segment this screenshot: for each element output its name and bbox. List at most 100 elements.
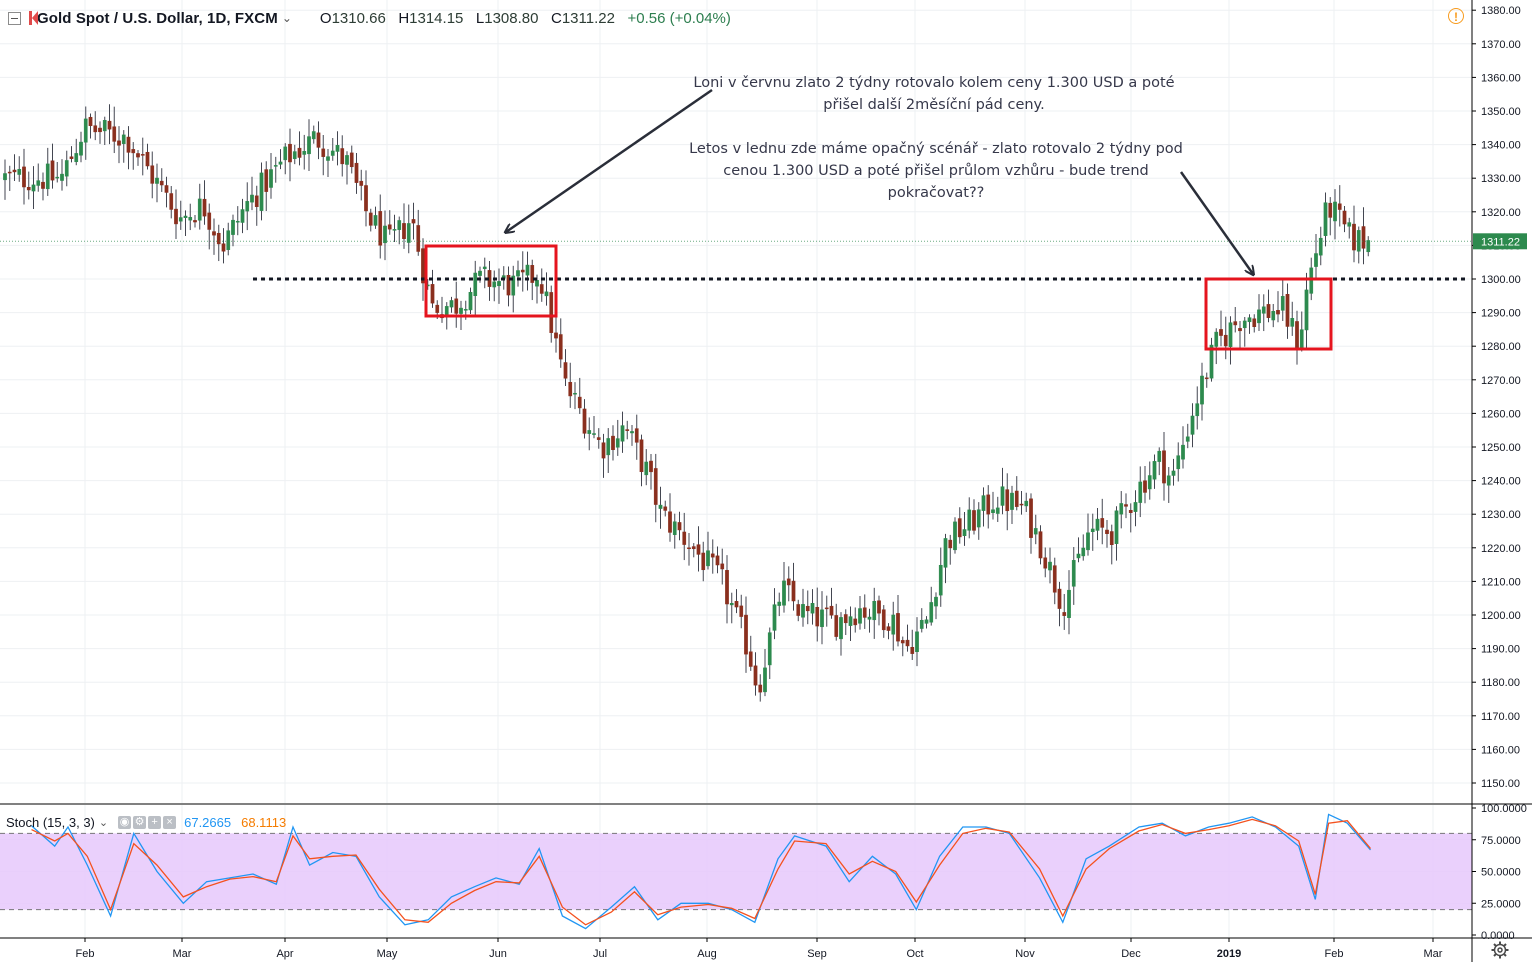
candle-body-down xyxy=(174,208,178,225)
price-tick-label: 1240.00 xyxy=(1481,476,1521,488)
time-tick-label: Jul xyxy=(593,948,607,960)
candle-body-down xyxy=(221,243,226,252)
candle-body-down xyxy=(26,187,31,191)
candle-body-up xyxy=(1366,240,1371,253)
candle-body-up xyxy=(459,307,463,314)
low-value: 1308.80 xyxy=(484,9,539,27)
candle-body-down xyxy=(69,156,74,159)
candle-body-down xyxy=(805,605,810,612)
candle-body-up xyxy=(497,281,501,287)
open-label: O xyxy=(319,9,332,27)
candle-body-down xyxy=(169,193,174,210)
candle-body-down xyxy=(1252,318,1257,327)
candle-body-down xyxy=(430,284,435,304)
warning-icon[interactable]: ! xyxy=(1448,8,1464,24)
candle-body-up xyxy=(516,270,520,277)
candle-body-down xyxy=(824,607,829,610)
candle-body-up xyxy=(1157,450,1162,462)
candle-body-up xyxy=(1090,528,1095,533)
candle-body-down xyxy=(720,563,725,570)
gear-icon[interactable] xyxy=(1491,941,1509,959)
candle-body-down xyxy=(1352,223,1356,251)
price-tick-label: 1150.00 xyxy=(1481,778,1520,790)
stoch-overbought-oversold-band xyxy=(0,833,1472,910)
candle-body-up xyxy=(335,145,340,152)
collapse-icon[interactable] xyxy=(8,11,21,25)
candle-body-up xyxy=(763,667,767,693)
candle-body-up xyxy=(1166,475,1171,486)
candle-body-down xyxy=(1052,565,1057,593)
candle-body-up xyxy=(3,173,7,181)
price-tick-label: 1170.00 xyxy=(1481,711,1520,723)
candle-body-up xyxy=(17,169,22,175)
time-tick-label: May xyxy=(377,948,398,960)
candle-body-up xyxy=(606,438,611,456)
candle-body-down xyxy=(829,605,834,616)
candle-body-up xyxy=(1347,222,1352,227)
candle-body-up xyxy=(1314,253,1318,267)
candle-body-down xyxy=(159,180,164,186)
ohlc-values: O1310.66 H1314.15 L1308.80 C1311.22 +0.5… xyxy=(320,10,731,27)
candle-body-down xyxy=(582,408,587,434)
candle-body-up xyxy=(991,509,995,513)
candle-body-down xyxy=(321,148,326,157)
candle-body-down xyxy=(150,165,155,184)
candle-body-up xyxy=(183,215,188,218)
stoch-legend: Stoch (15, 3, 3) ⌄ ◉ ⚙ + × 67.2665 68.11… xyxy=(6,813,286,831)
time-axis-labels[interactable]: Feb Mar Apr May Jun Jul Aug Sep Oct Nov Dec 2019 Feb… xyxy=(76,938,1443,960)
candle-body-up xyxy=(672,521,677,535)
candle-body-down xyxy=(1276,310,1280,315)
candle-body-down xyxy=(687,547,691,550)
candle-body-down xyxy=(411,219,416,224)
candle-body-up xyxy=(83,118,88,143)
candle-body-up xyxy=(1176,455,1181,470)
candle-body-up xyxy=(587,430,592,434)
candle-body-down xyxy=(520,269,525,273)
high-label: H xyxy=(398,9,410,27)
candle-body-down xyxy=(725,570,729,605)
chevron-down-icon[interactable]: ⌄ xyxy=(281,11,292,25)
candle-body-down xyxy=(649,460,653,473)
candle-body-up xyxy=(981,495,986,511)
candle-body-up xyxy=(848,616,853,626)
chevron-down-icon[interactable]: ⌄ xyxy=(98,816,109,829)
candle-body-down xyxy=(1295,321,1299,350)
candle-body-up xyxy=(1171,470,1176,476)
close-icon[interactable]: × xyxy=(163,815,177,829)
candle-body-down xyxy=(1105,529,1109,534)
candle-body-up xyxy=(929,602,934,623)
stoch-title[interactable]: Stoch (15, 3, 3) xyxy=(6,814,95,830)
eye-icon[interactable]: ◉ xyxy=(118,815,132,829)
candle-body-up xyxy=(1304,289,1309,331)
price-tick-label: 1300.00 xyxy=(1481,274,1521,286)
candle-body-down xyxy=(1337,203,1342,210)
candle-body-down xyxy=(316,132,321,148)
candle-body-up xyxy=(535,280,539,287)
candle-body-up xyxy=(1152,461,1157,480)
candle-body-down xyxy=(98,127,102,133)
annotation-note-1: Loni v červnu zlato 2 týdny rotovalo kol… xyxy=(693,75,1175,113)
candle-body-down xyxy=(625,429,630,431)
add-icon[interactable]: + xyxy=(148,815,162,829)
time-tick-label: Sep xyxy=(807,948,827,960)
candle-body-up xyxy=(1181,444,1185,460)
candle-body-down xyxy=(1029,498,1033,538)
candle-body-up xyxy=(782,580,786,606)
time-tick-label: Apr xyxy=(276,948,293,960)
candle-body-up xyxy=(801,604,805,618)
candle-body-up xyxy=(121,134,126,144)
symbol-title[interactable]: Gold Spot / U.S. Dollar, 1D, FXCM xyxy=(37,9,278,27)
candle-body-up xyxy=(231,219,235,235)
time-tick-label: 2019 xyxy=(1217,948,1241,960)
candle-body-up xyxy=(345,155,349,165)
candle-body-up xyxy=(934,596,938,607)
candle-body-up xyxy=(226,230,231,250)
candle-body-down xyxy=(1328,202,1333,218)
candle-body-up xyxy=(1280,296,1285,311)
candle-body-up xyxy=(1086,532,1090,551)
candle-body-down xyxy=(611,435,615,451)
candle-body-up xyxy=(620,425,625,442)
settings-icon[interactable]: ⚙ xyxy=(133,815,147,829)
candle-body-up xyxy=(915,631,919,653)
